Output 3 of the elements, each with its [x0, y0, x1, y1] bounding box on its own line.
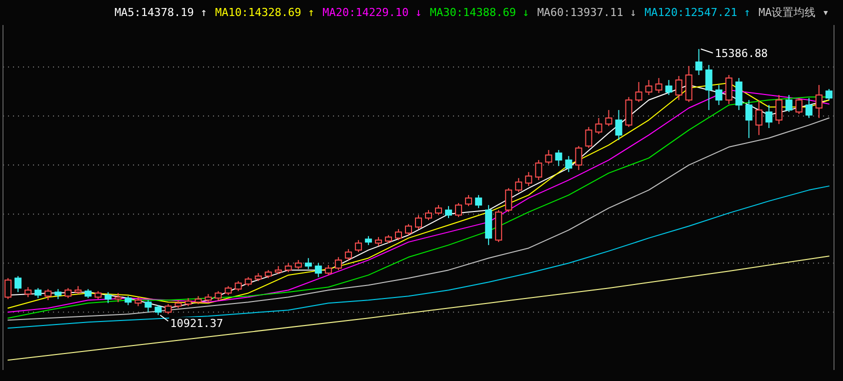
annotation: 10921.37	[170, 317, 224, 330]
header: MA5:14378.19 ↑ MA10:14328.69 ↑ MA20:14229.10 ↓ MA30:14388.69 ↓ MA60:13937.11 ↓ MA120:12547.21 ↑ MA设置均线 ▾	[114, 6, 829, 19]
annotation: 15386.88	[714, 47, 768, 60]
